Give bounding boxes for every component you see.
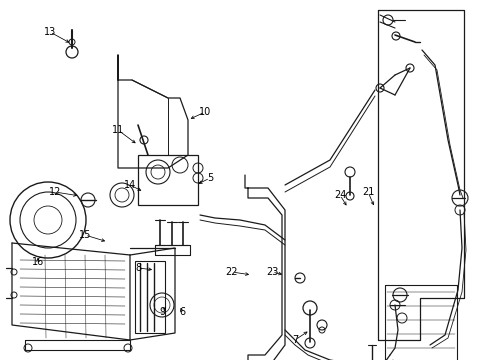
Text: 22: 22: [225, 267, 238, 277]
Text: 15: 15: [79, 230, 91, 240]
Text: 16: 16: [32, 257, 44, 267]
Text: 8: 8: [135, 263, 141, 273]
Text: 7: 7: [291, 335, 298, 345]
Text: 9: 9: [159, 307, 165, 317]
Text: 6: 6: [179, 307, 184, 317]
Text: 23: 23: [265, 267, 278, 277]
Text: 24: 24: [333, 190, 346, 200]
Text: 12: 12: [49, 187, 61, 197]
Bar: [135, 261, 164, 333]
Bar: [138, 155, 198, 205]
Text: 11: 11: [112, 125, 124, 135]
Text: 10: 10: [199, 107, 211, 117]
Text: 14: 14: [123, 180, 136, 190]
Text: 13: 13: [44, 27, 56, 37]
Bar: [384, 285, 456, 360]
Text: 5: 5: [206, 173, 213, 183]
Text: 21: 21: [361, 187, 373, 197]
